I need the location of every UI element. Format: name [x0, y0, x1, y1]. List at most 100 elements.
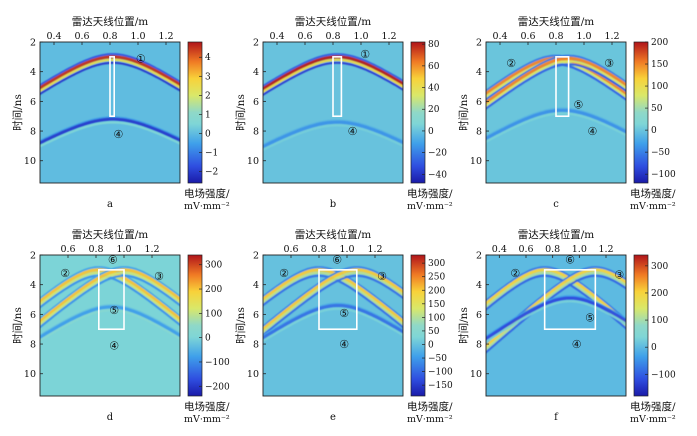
panel-f-frame — [485, 254, 627, 397]
panel-b-wavefronts — [263, 53, 403, 152]
panel-d-hyperbola-1-band-3 — [40, 274, 180, 329]
panel-c-colorbar-label: 0 — [651, 126, 657, 136]
panel-c-colorbar-unit: mV·mm⁻² — [630, 201, 676, 212]
panel-b-ytick-label: 2 — [253, 38, 259, 49]
panel-c-xlabel: 雷达天线位置/m — [518, 15, 595, 28]
panel-d-xtick-label: 0.6 — [60, 244, 75, 255]
panel-a-colorbar-label: 1 — [205, 110, 211, 120]
panel-c-xtick-label: 0.8 — [548, 31, 563, 42]
panel-e-xlabel: 雷达天线位置/m — [295, 228, 372, 241]
panel-f-hyperbola-0-band-1 — [486, 268, 626, 325]
panel-e-frame — [262, 254, 404, 397]
panel-f-marker-4: ④ — [572, 338, 582, 351]
panel-e-ytick-label: 4 — [253, 280, 259, 291]
panel-d-ytick-label: 8 — [30, 340, 36, 351]
panel-b-ytick-label: 4 — [253, 67, 259, 78]
panel-e-xtick-label: 1.0 — [339, 244, 354, 255]
panel-f-target-window — [543, 269, 597, 331]
panel-e-marker-1: ② — [279, 267, 289, 280]
panel-d-marker-4: ④ — [109, 340, 119, 353]
panel-d-ytick-label: 6 — [30, 310, 36, 321]
panel-c-colorbar-label: 150 — [651, 60, 668, 70]
panel-d-ylabel: 时间/ns — [11, 307, 24, 344]
panel-f-hyperbola-1-band-3 — [486, 274, 626, 354]
panel-e-colorbar-label: 100 — [428, 313, 445, 323]
panel-d-xlabel: 雷达天线位置/m — [72, 228, 149, 241]
panel-f-xlabel: 雷达天线位置/m — [518, 228, 595, 241]
panel-a-colorbar-label: 0 — [205, 129, 211, 139]
panel-e-ytick-label: 8 — [253, 340, 259, 351]
panel-d-colorbar-title: 电场强度/ — [184, 400, 230, 413]
panel-d-ytick-label: 10 — [24, 369, 36, 380]
panel-c-ytick-label: 6 — [476, 97, 482, 108]
panel-b-marker-0: ① — [360, 48, 370, 61]
panel-a-hyperbola-1-band-0 — [40, 116, 180, 143]
panel-f-marker-3: ⑤ — [585, 311, 595, 324]
panel-d: 0.6 0.8 1.0 1.2 雷达天线位置/m 2 4 6 8 10 时间/ns ⑥ ② ③ ⑤ ④ d 300… — [11, 228, 230, 425]
panel-a-ytick-label: 6 — [30, 97, 36, 108]
panel-c-xtick-label: 1.0 — [576, 31, 591, 42]
panel-b-colorbar-label: −20 — [428, 149, 447, 159]
panel-d-target-window — [98, 269, 125, 331]
panel-f-colorbar-title: 电场强度/ — [630, 400, 676, 413]
panel-f-marker-0: ⑥ — [565, 253, 575, 266]
panel-e-hyperbola-0-band-1 — [263, 268, 403, 324]
panel-a-colorbar-unit: mV·mm⁻² — [184, 201, 230, 212]
panel-f-caption: f — [554, 412, 559, 423]
panel-d-colorbar-label: −100 — [205, 358, 230, 368]
panel-e-ytick-label: 10 — [247, 369, 259, 380]
panel-a-ylabel: 时间/ns — [11, 94, 24, 131]
panel-a-colorbar-label: 3 — [205, 72, 211, 82]
panel-a-marker-0: ① — [136, 52, 146, 65]
panel-f-hyperbola-1-band-2 — [486, 271, 626, 351]
panel-b-colorbar-unit: mV·mm⁻² — [407, 201, 453, 212]
panel-c-colorbar-title: 电场强度/ — [630, 187, 676, 200]
panel-e-hyperbola-2-band-1 — [263, 303, 403, 340]
panel-b-ytick-label: 6 — [253, 97, 259, 108]
panel-e-wavefronts — [263, 266, 403, 343]
panel-a-marker-1: ④ — [113, 128, 123, 141]
panel-b-xtick-label: 1.2 — [381, 31, 396, 42]
panel-e-colorbar-label: 150 — [428, 300, 445, 310]
panel-e-marker-3: ⑤ — [339, 307, 349, 320]
panel-c-colorbar — [633, 41, 649, 184]
panel-b-colorbar-label: 60 — [428, 62, 440, 72]
panel-b-ytick-label: 10 — [247, 156, 259, 167]
panel-f-ytick-label: 8 — [476, 340, 482, 351]
panel-b-xtick-label: 0.8 — [325, 31, 340, 42]
panel-c-colorbar-label: −100 — [651, 170, 676, 180]
panel-b-marker-1: ④ — [348, 125, 358, 138]
panel-d-marker-1: ② — [60, 267, 70, 280]
panel-a-xlabel: 雷达天线位置/m — [72, 15, 149, 28]
panel-e-xtick-label: 0.6 — [283, 244, 298, 255]
panel-e-ylabel: 时间/ns — [234, 307, 247, 344]
panel-b-ytick-label: 8 — [253, 127, 259, 138]
panel-a-hyperbola-1-band-2 — [40, 121, 180, 148]
panel-f-wavefronts — [486, 266, 626, 354]
panel-c-ytick-label: 4 — [476, 67, 482, 78]
panel-b-colorbar-label: 20 — [428, 105, 440, 115]
panel-b-xlabel: 雷达天线位置/m — [295, 15, 372, 28]
panel-b-xtick-label: 1.0 — [353, 31, 368, 42]
panel-d-marker-2: ③ — [154, 270, 164, 283]
panel-a-xtick-label: 1.0 — [130, 31, 145, 42]
panel-c: 0.4 0.6 0.8 1.0 1.2 雷达天线位置/m 2 4 6 8 10 时间/ns ② ③ ⑤ ④ c 2… — [457, 15, 676, 212]
panel-a-colorbar-label: 4 — [205, 53, 211, 63]
panel-d-xtick-label: 1.0 — [116, 244, 131, 255]
panel-d-colorbar-label: 0 — [205, 334, 211, 344]
panel-a-colorbar-label: 2 — [205, 91, 211, 101]
panel-c-ytick-label: 2 — [476, 38, 482, 49]
panel-b-hyperbola-1-band-0 — [263, 119, 403, 147]
panel-f-marker-2: ③ — [614, 268, 624, 281]
panel-f-colorbar-label: 300 — [651, 262, 668, 272]
panel-a-ytick-label: 2 — [30, 38, 36, 49]
panel-a-ytick-label: 8 — [30, 127, 36, 138]
panel-e-colorbar-label: 250 — [428, 273, 445, 283]
panel-b-xtick-label: 0.4 — [269, 31, 284, 42]
panel-f-xtick-label: 0.6 — [518, 244, 533, 255]
panel-f-colorbar-label: 0 — [651, 343, 657, 353]
panel-e-xtick-label: 1.2 — [367, 244, 382, 255]
panel-f-ytick-label: 10 — [470, 369, 482, 380]
panel-f-colorbar — [633, 254, 649, 397]
